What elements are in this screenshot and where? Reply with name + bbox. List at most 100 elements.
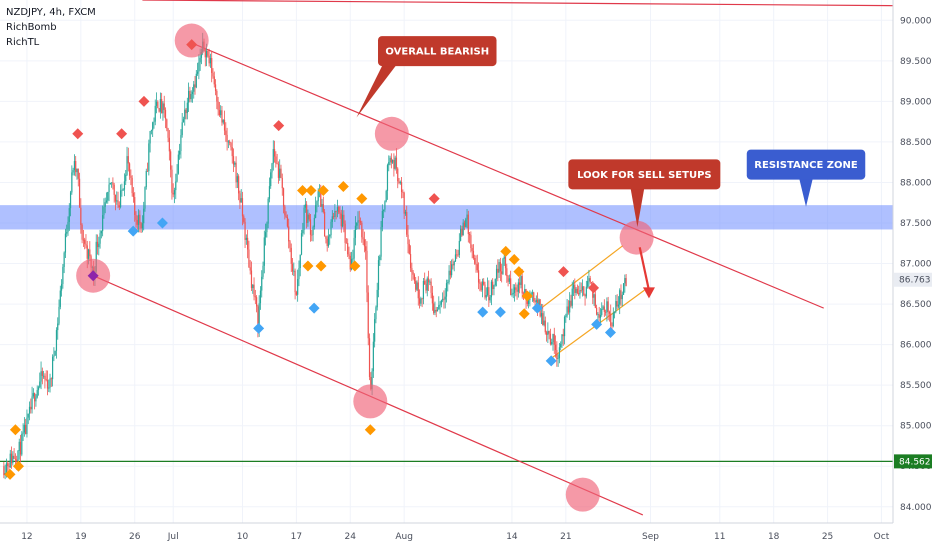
candle-body [152,122,154,131]
candle-body [458,240,460,255]
candle-body [69,192,72,209]
candle-body [356,222,358,226]
candle-body [279,168,281,178]
candle-body [384,201,386,210]
signal-marker-orange [12,460,24,472]
price-tick-label: 84.000 [900,503,932,513]
time-tick-label: Oct [874,532,890,542]
candle-body [27,413,29,418]
candle-body [377,260,380,290]
candle-body [235,162,237,183]
candle-body [82,239,84,241]
candle-body [143,208,145,224]
candle-body [5,463,8,474]
candle-body [158,108,160,112]
candle-body [424,281,426,285]
candle-body [597,314,599,316]
candle-body [510,278,512,295]
candle-body [168,137,170,152]
signal-marker-orange [500,245,512,257]
candle-body [39,381,41,388]
candle-body [281,177,283,189]
candle-body [511,294,513,296]
candle-body [476,264,478,271]
candle-body [229,141,231,143]
candle-body [442,298,444,301]
candle-body [331,216,333,222]
candle-body [479,282,481,284]
candle-body [250,270,253,289]
candle-body [326,238,328,246]
candle-body [507,276,509,282]
candle-body [531,292,534,294]
signal-marker-orange [305,185,317,197]
candle-body [64,233,67,253]
candle-body [264,232,267,238]
candle-body [49,378,51,388]
support-price-tag [894,454,932,469]
candle-body [231,147,233,157]
candle-body [553,333,555,345]
candle-body [268,186,271,199]
candle-body [312,226,314,235]
candle-body [225,130,227,135]
signal-marker-blue [308,302,320,314]
time-axis: 12 19 26 Jul 10 17 24 Aug 14 21 Sep 11 18 25 Oct [0,522,893,542]
candle-body [617,304,620,307]
candle-body [50,378,52,380]
candle-body [533,292,535,302]
candle-body [515,287,517,290]
candle-body [556,350,558,359]
candle-body [172,192,174,195]
candle-body [3,466,5,476]
signal-marker-orange [364,424,376,436]
candle-body [60,283,63,291]
candle-body [383,209,385,211]
time-tick-label: 18 [768,532,780,542]
candle-body [44,375,46,380]
candle-body [354,225,357,238]
candle-body [406,212,408,235]
candle-body [120,190,122,208]
time-tick-label: Jul [167,532,179,542]
candle-body [121,189,123,191]
signal-marker-orange [302,260,314,272]
candle-body [59,290,61,307]
candle-body [288,226,290,242]
candle-body [261,276,263,291]
candle-body [429,281,431,283]
channel-line-upper [540,245,624,309]
candle-body [554,344,557,351]
candle-body [606,301,608,313]
candle-body [558,347,561,359]
candle-body [309,219,312,235]
candle-body [368,338,371,377]
candle-body [501,271,503,274]
callout-resistance-zone [746,149,866,180]
candle-body [587,281,589,287]
candle-body [45,379,47,380]
price-tick-label: 87.000 [900,260,932,270]
signal-marker-blue [494,306,506,318]
callout-resistance-zone-pointer [799,177,814,207]
candle-body [516,289,518,292]
highlight-circle [619,220,654,255]
candle-body [234,162,236,165]
resistance-zone-layer [0,205,893,230]
candle-body [226,134,228,143]
candle-body [381,210,383,228]
candle-body [211,58,213,73]
candle-body [291,263,294,272]
candle-body [486,287,489,295]
candle-body [57,323,59,331]
candle-body [598,314,600,318]
signal-marker-blue [253,322,265,334]
candle-body [411,268,413,273]
signal-marker-red [138,95,150,107]
candle-body [607,301,609,312]
candle-body [593,294,595,298]
chart-grid [0,0,893,523]
candle-body [299,254,301,269]
candle-body [565,315,567,317]
